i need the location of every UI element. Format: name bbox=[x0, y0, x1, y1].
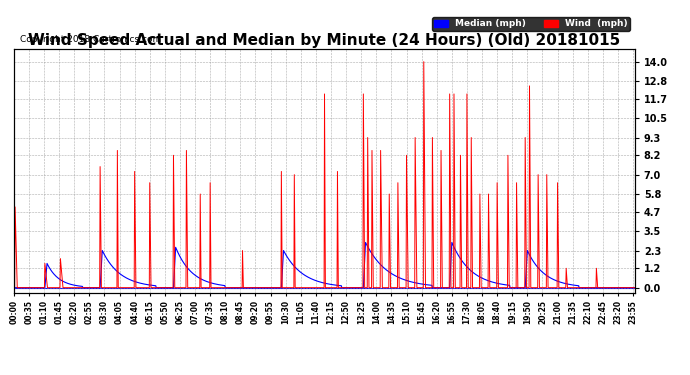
Text: Copyright 2018 Cartronics.com: Copyright 2018 Cartronics.com bbox=[20, 35, 161, 44]
Legend: Median (mph), Wind  (mph): Median (mph), Wind (mph) bbox=[432, 17, 630, 31]
Title: Wind Speed Actual and Median by Minute (24 Hours) (Old) 20181015: Wind Speed Actual and Median by Minute (… bbox=[28, 33, 620, 48]
